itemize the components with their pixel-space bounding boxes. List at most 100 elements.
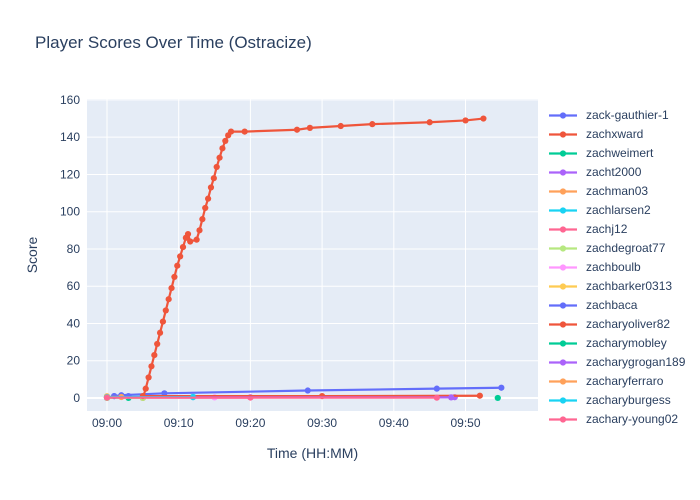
legend-label: zacharymobley: [586, 336, 667, 350]
series-marker-zacharymobley[interactable]: [494, 394, 501, 402]
series-marker-zachary-young02[interactable]: [103, 394, 111, 401]
legend-item-zack-gauthier-1[interactable]: zack-gauthier-1: [548, 106, 698, 125]
legend-item-zachdegroat77[interactable]: zachdegroat77: [548, 239, 698, 258]
legend-item-zacharymobley[interactable]: zacharymobley: [548, 334, 698, 353]
legend-item-zacharygrogan189[interactable]: zacharygrogan189: [548, 353, 698, 372]
series-marker-zack-gauthier-1[interactable]: [433, 385, 440, 392]
legend-swatch-icon: [549, 340, 577, 347]
series-zachary-young02[interactable]: [103, 394, 440, 401]
series-marker-zachxward[interactable]: [159, 318, 167, 325]
series-marker-zachxward[interactable]: [202, 204, 209, 212]
legend-swatch-icon: [549, 245, 577, 252]
y-tick-label: 80: [67, 242, 81, 256]
series-marker-zachxward[interactable]: [207, 184, 215, 191]
legend-label: zacharyferraro: [586, 374, 664, 388]
series-marker-zachxward[interactable]: [156, 329, 164, 336]
series-marker-zachxward[interactable]: [213, 163, 220, 171]
series-zachxward[interactable]: [139, 115, 487, 402]
legend-swatch-icon: [549, 207, 577, 214]
series-marker-zachxward[interactable]: [145, 374, 152, 381]
series-marker-zachxward[interactable]: [306, 124, 314, 131]
legend-item-zachbarker0313[interactable]: zachbarker0313: [548, 277, 698, 296]
legend-label: zachweimert: [586, 146, 654, 160]
legend-label: zacharygrogan189: [586, 355, 686, 369]
series-marker-zachxward[interactable]: [154, 340, 161, 348]
legend-swatch-icon: [549, 150, 577, 157]
series-marker-zachary-young02[interactable]: [433, 394, 440, 401]
y-tick-label: 40: [67, 316, 81, 330]
legend-swatch-icon: [549, 321, 577, 328]
legend-label: zachxward: [586, 127, 644, 141]
y-tick-label: 20: [67, 354, 81, 368]
series-marker-zachxward[interactable]: [480, 115, 487, 122]
y-tick-label: 160: [60, 93, 80, 107]
series-marker-zachxward[interactable]: [187, 238, 194, 245]
series-marker-zachxward[interactable]: [179, 243, 187, 251]
legend-swatch-icon: [549, 188, 577, 195]
series-marker-zachxward[interactable]: [184, 230, 192, 238]
y-tick-label: 60: [67, 279, 81, 293]
legend-swatch-icon: [549, 264, 577, 271]
series-marker-zachxward[interactable]: [216, 154, 223, 161]
legend-item-zachweimert[interactable]: zachweimert: [548, 144, 698, 163]
legend-item-zachman03[interactable]: zachman03: [548, 182, 698, 201]
series-marker-zachxward[interactable]: [165, 296, 172, 303]
x-tick-label: 09:00: [92, 416, 122, 430]
series-marker-zachxward[interactable]: [199, 216, 206, 223]
series-marker-zachxward[interactable]: [369, 121, 376, 128]
series-marker-zachxward[interactable]: [162, 307, 169, 314]
legend-swatch-icon: [549, 169, 577, 176]
legend-item-zachbaca[interactable]: zachbaca: [548, 296, 698, 315]
legend-swatch-icon: [549, 226, 577, 233]
legend-label: zacharyburgess: [586, 393, 671, 407]
legend-label: zack-gauthier-1: [586, 108, 669, 122]
series-marker-zacharygrogan189[interactable]: [448, 394, 455, 401]
legend-item-zachxward[interactable]: zachxward: [548, 125, 698, 144]
series-marker-zachxward[interactable]: [196, 227, 203, 234]
legend-item-zachboulb[interactable]: zachboulb: [548, 258, 698, 277]
series-marker-zachxward[interactable]: [462, 117, 469, 124]
legend-item-zacht2000[interactable]: zacht2000: [548, 163, 698, 182]
series-marker-zachxward[interactable]: [142, 385, 149, 392]
series-marker-zachxward[interactable]: [219, 145, 226, 152]
series-marker-zachxward[interactable]: [205, 195, 212, 202]
series-marker-zachxward[interactable]: [227, 128, 235, 135]
legend-item-zacharyoliver82[interactable]: zacharyoliver82: [548, 315, 698, 334]
series-marker-zachxward[interactable]: [222, 137, 229, 145]
series-marker-zachxward[interactable]: [293, 126, 301, 133]
x-tick-label: 09:50: [450, 416, 480, 430]
series-marker-zacharyoliver82[interactable]: [476, 392, 483, 399]
y-tick-label: 140: [60, 130, 80, 144]
series-marker-zack-gauthier-1[interactable]: [161, 390, 168, 397]
series-marker-zack-gauthier-1[interactable]: [498, 384, 505, 391]
y-axis-title: Score: [24, 237, 40, 274]
legend-item-zachary-young02[interactable]: zachary-young02: [548, 410, 698, 426]
series-marker-zachxward[interactable]: [151, 352, 158, 359]
legend-item-zacharyburgess[interactable]: zacharyburgess: [548, 391, 698, 410]
series-marker-zachxward[interactable]: [148, 363, 155, 370]
series-marker-zachxward[interactable]: [168, 284, 175, 292]
legend-label: zacharyoliver82: [586, 317, 671, 331]
series-marker-zachxward[interactable]: [426, 119, 433, 126]
legend-item-zachlarsen2[interactable]: zachlarsen2: [548, 201, 698, 220]
legend-swatch-icon: [549, 397, 577, 404]
legend-label: zachj12: [586, 222, 628, 236]
series-marker-zachxward[interactable]: [210, 175, 217, 182]
legend-swatch-icon: [549, 112, 577, 119]
legend-item-zacharyferraro[interactable]: zacharyferraro: [548, 372, 698, 391]
legend-swatch-icon: [549, 131, 577, 138]
series-zacharymobley[interactable]: [494, 394, 501, 402]
y-tick-label: 100: [60, 205, 80, 219]
series-marker-zachxward[interactable]: [177, 253, 184, 260]
series-marker-zack-gauthier-1[interactable]: [304, 387, 311, 394]
series-marker-zachxward[interactable]: [174, 262, 181, 269]
legend-swatch-icon: [549, 283, 577, 290]
series-marker-zachxward[interactable]: [171, 273, 178, 280]
series-marker-zachxward[interactable]: [193, 236, 200, 243]
legend-item-zachj12[interactable]: zachj12: [548, 220, 698, 239]
series-marker-zachxward[interactable]: [337, 122, 344, 130]
series-marker-zachxward[interactable]: [241, 128, 248, 135]
x-tick-label: 09:10: [164, 416, 194, 430]
